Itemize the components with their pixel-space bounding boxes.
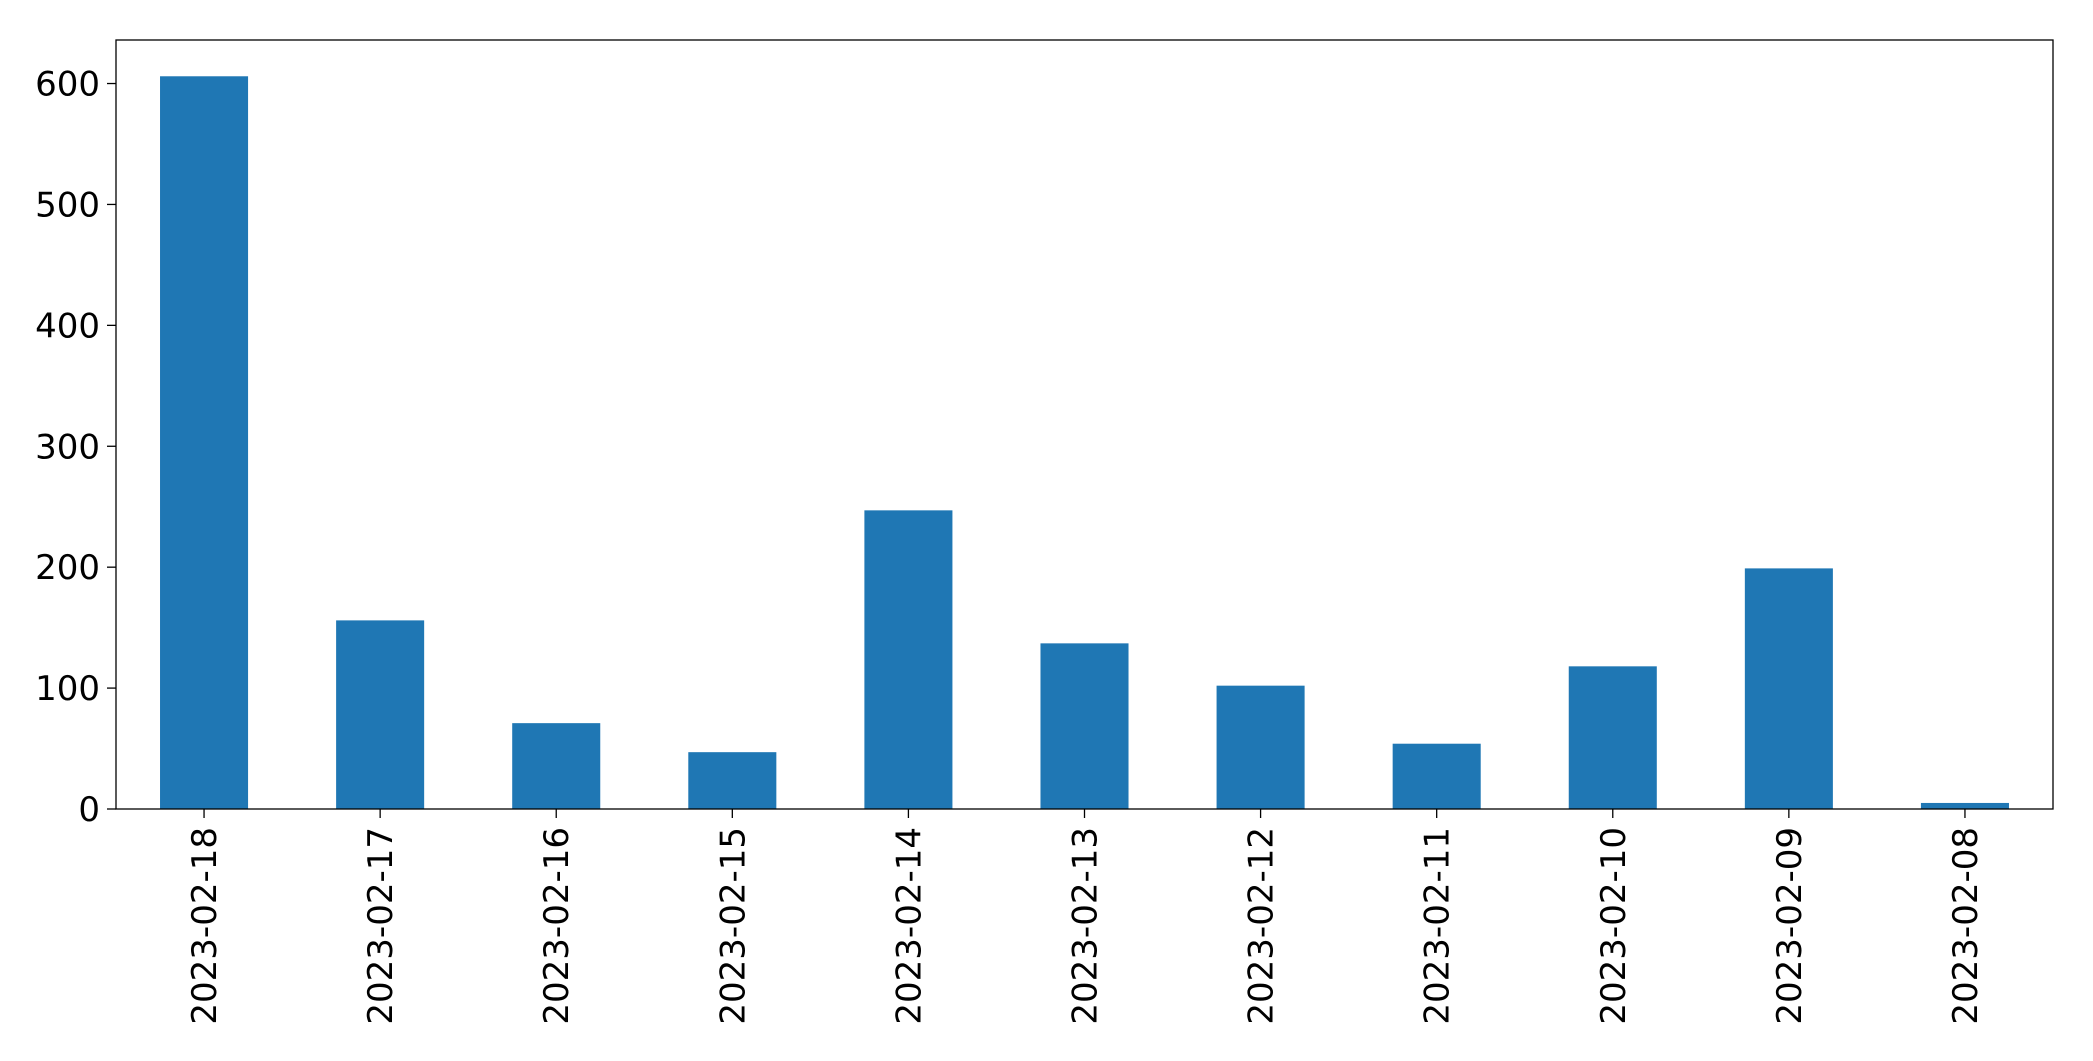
y-tick-label: 200 [35,548,100,588]
x-tick-label: 2023-02-11 [1418,827,1458,1025]
x-tick-label: 2023-02-15 [713,827,753,1025]
bar [1744,568,1833,809]
x-tick-label: 2023-02-12 [1242,827,1282,1025]
x-tick-label: 2023-02-13 [1066,827,1106,1025]
x-tick-label: 2023-02-18 [185,827,225,1025]
bar [688,752,777,809]
x-tick-label: 2023-02-10 [1594,827,1634,1025]
bar [1392,743,1481,809]
x-tick-label: 2023-02-14 [889,827,929,1025]
y-tick-label: 500 [35,185,100,225]
bar [1216,685,1305,809]
bar [1568,666,1657,809]
x-tick-label: 2023-02-17 [361,827,401,1025]
bar [1040,643,1129,809]
x-tick-label: 2023-02-09 [1770,827,1810,1025]
y-tick-label: 300 [35,427,100,467]
y-tick-label: 100 [35,669,100,709]
bar [336,620,425,809]
y-tick-label: 400 [35,306,100,346]
bar [160,76,249,810]
y-tick-label: 600 [35,65,100,105]
bar [512,723,601,809]
x-tick-label: 2023-02-16 [537,827,577,1025]
y-tick-label: 0 [78,790,100,830]
bar [1920,802,2009,809]
plot-frame [115,39,2054,810]
x-tick-label: 2023-02-08 [1946,827,1986,1025]
bar [864,510,953,809]
